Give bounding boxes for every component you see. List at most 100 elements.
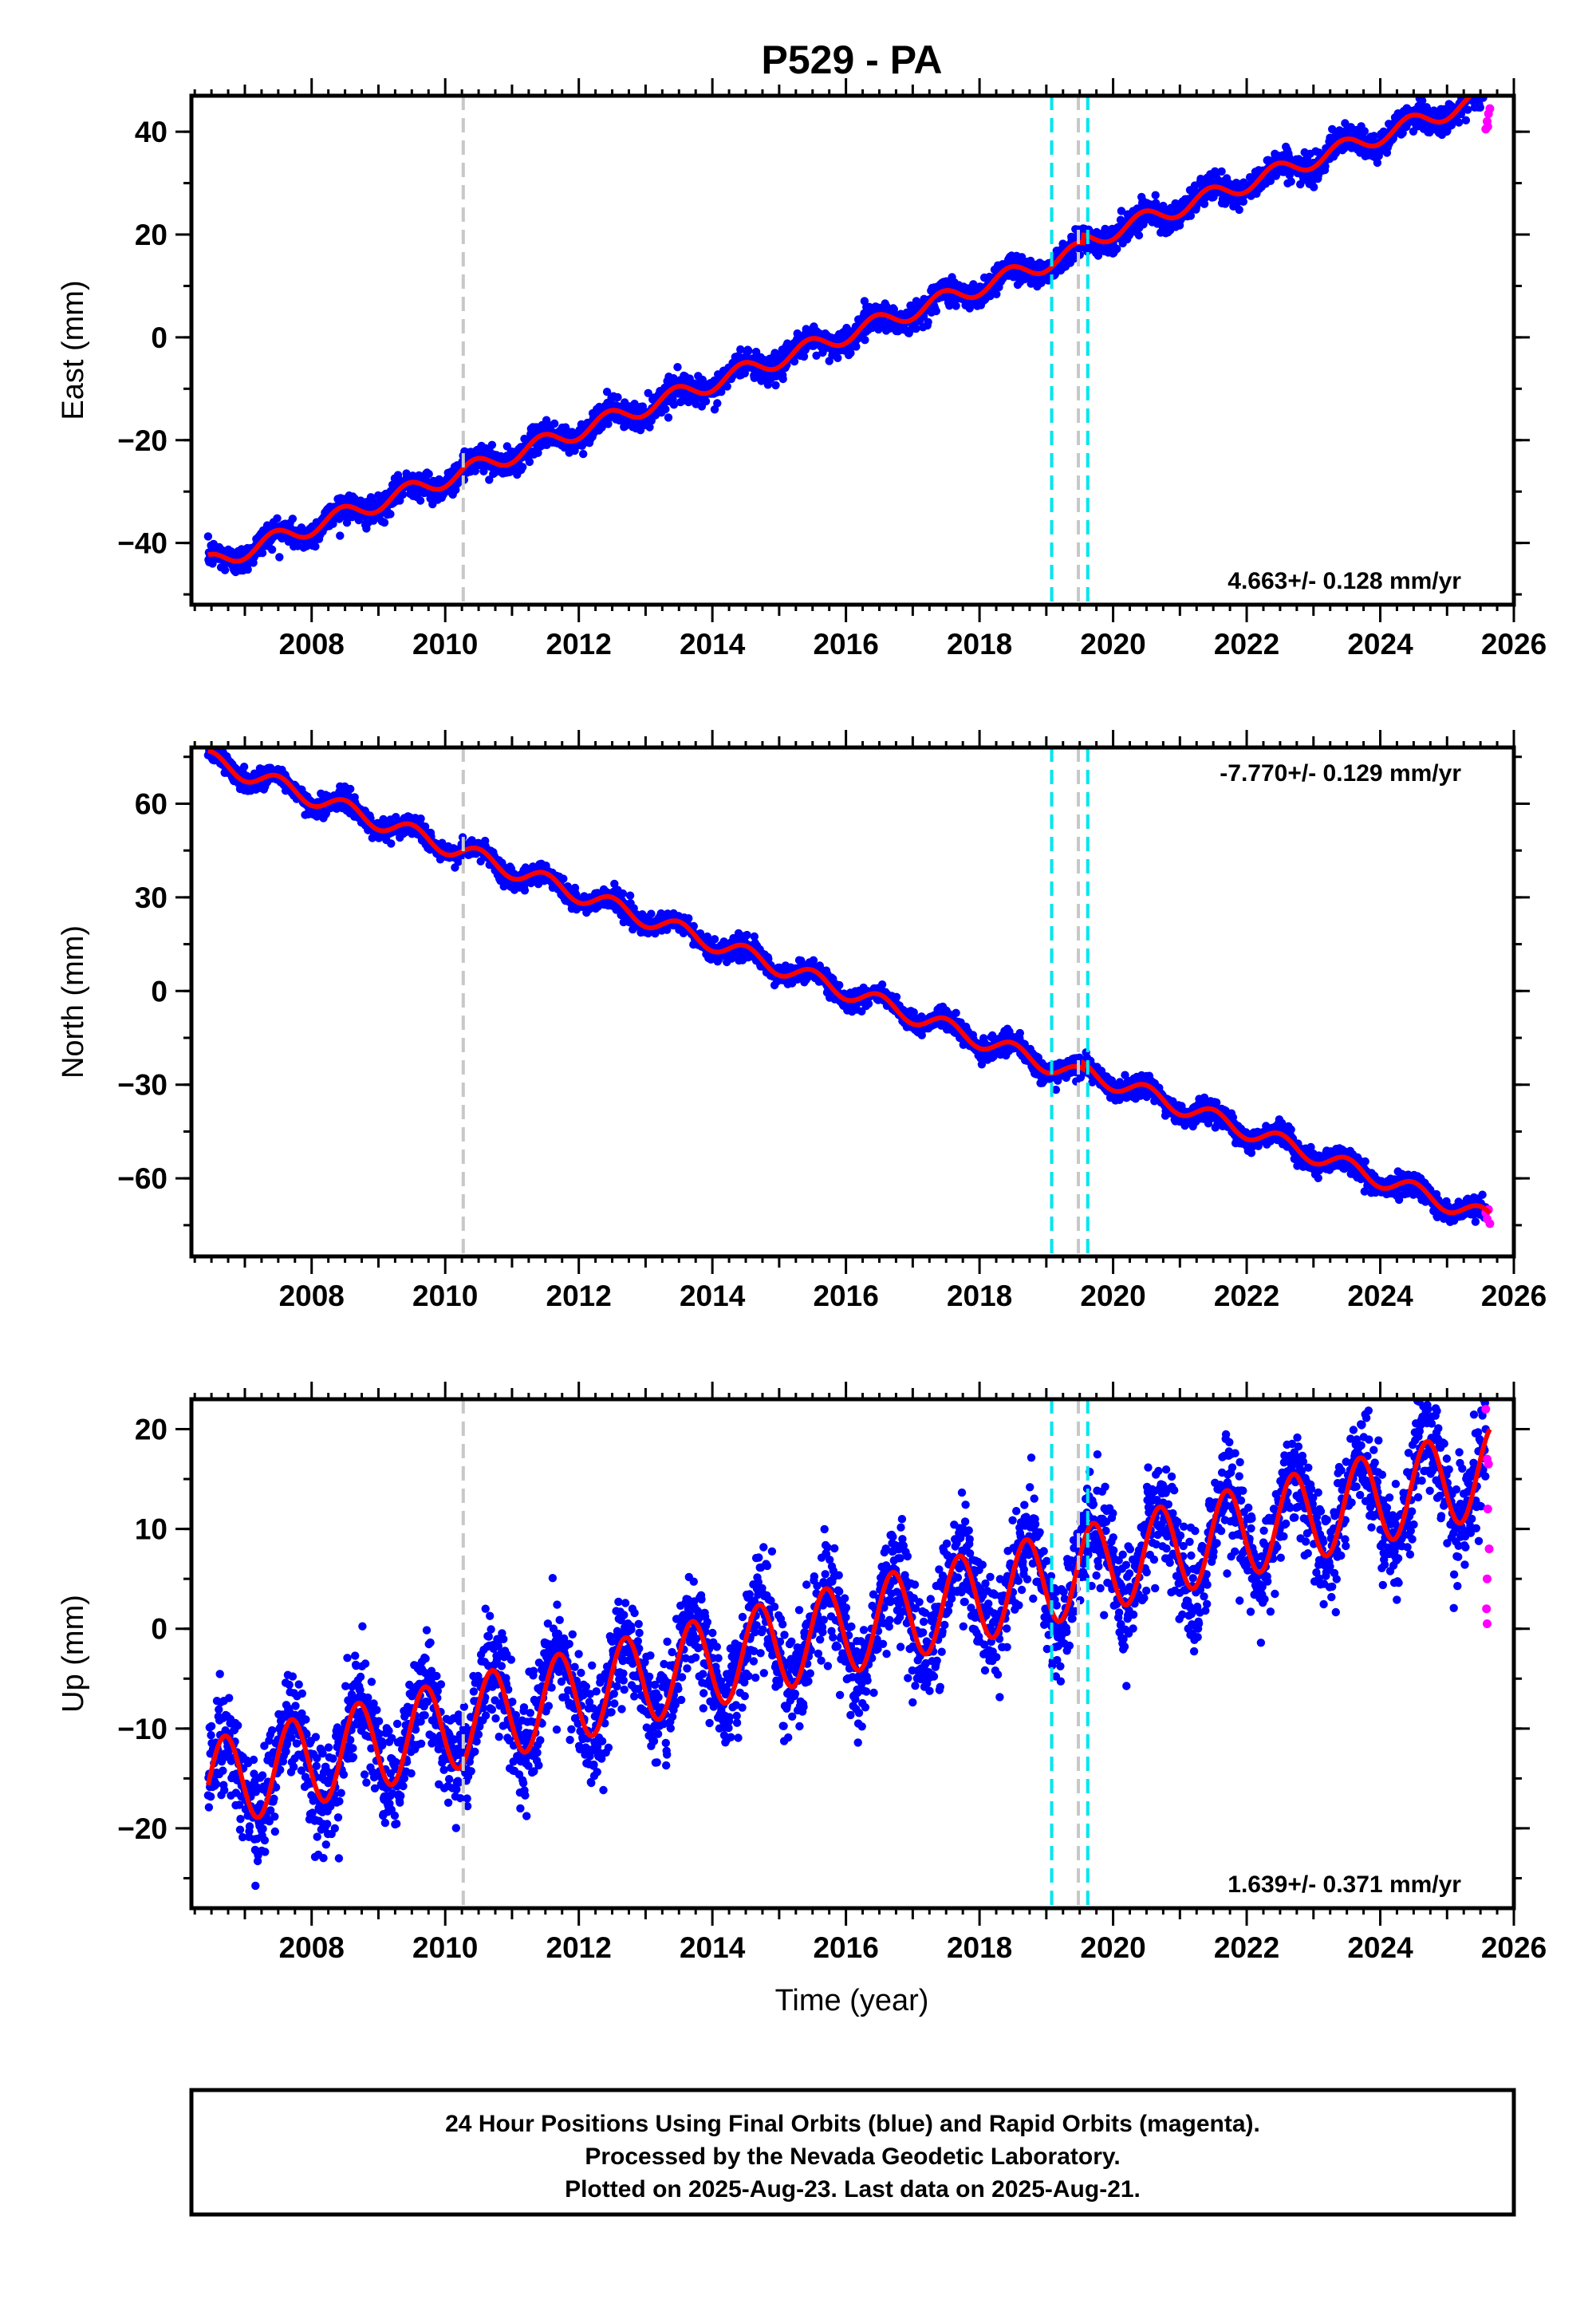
figure-title: P529 - PA xyxy=(762,37,943,82)
data-point xyxy=(550,419,559,428)
data-point xyxy=(288,515,298,523)
data-point xyxy=(701,396,711,406)
data-point xyxy=(1474,80,1482,88)
data-point xyxy=(487,440,497,449)
data-point xyxy=(723,382,731,391)
data-point xyxy=(647,909,656,918)
y-tick-label: −40 xyxy=(117,527,167,560)
data-point xyxy=(579,449,588,459)
data-point xyxy=(932,306,941,316)
data-point xyxy=(799,352,809,361)
y-tick-label: 40 xyxy=(135,116,167,148)
x-tick-label: 2012 xyxy=(546,628,612,661)
data-point xyxy=(669,400,679,409)
data-point xyxy=(1369,132,1378,140)
data-point xyxy=(1217,167,1226,176)
data-point xyxy=(267,545,277,554)
panel-east-points xyxy=(203,71,1495,577)
data-point xyxy=(1472,82,1480,90)
data-point xyxy=(1466,78,1474,86)
data-point xyxy=(713,399,722,408)
data-point xyxy=(518,463,527,471)
y-tick-label: −20 xyxy=(117,424,167,457)
x-tick-label: 2020 xyxy=(1080,628,1145,661)
panels: 2008 2010 2012 2014 2016 2018 2020 2022 2024 2026… xyxy=(57,71,1547,1964)
data-point xyxy=(1454,118,1464,127)
data-point xyxy=(559,874,568,883)
data-point xyxy=(243,565,252,574)
data-point xyxy=(924,317,932,326)
data-point xyxy=(273,514,282,523)
panel-east: 2008 2010 2012 2014 2016 2018 2020 2022 2024 2026… xyxy=(57,71,1547,661)
data-point xyxy=(618,889,628,898)
data-point xyxy=(846,349,855,357)
x-tick-label: 2010 xyxy=(412,628,478,661)
x-tick-label: 2014 xyxy=(680,628,746,661)
data-point xyxy=(710,405,719,414)
data-point xyxy=(770,349,779,357)
data-point xyxy=(664,413,673,422)
data-point xyxy=(861,336,869,345)
data-point xyxy=(485,475,494,484)
x-tick-label: 2018 xyxy=(947,628,1012,661)
y-tick-label: 0 xyxy=(151,321,167,354)
data-point xyxy=(1151,191,1160,199)
data-point xyxy=(912,324,920,333)
data-point xyxy=(673,363,682,372)
data-point xyxy=(342,519,352,527)
data-point xyxy=(1477,82,1485,90)
data-point xyxy=(1473,71,1481,79)
data-point xyxy=(275,553,284,562)
data-point xyxy=(227,547,236,556)
panel-north: 2008 2010 2012 2014 2016 2018 2020 2022 2024 2026… xyxy=(57,730,1547,1312)
data-point xyxy=(602,388,612,396)
data-point xyxy=(387,839,396,848)
rate-label: 4.663+/- 0.128 mm/yr xyxy=(1228,568,1461,594)
data-point xyxy=(1476,103,1485,112)
data-point xyxy=(778,374,787,384)
data-point xyxy=(852,342,861,351)
data-point xyxy=(812,351,821,360)
data-point xyxy=(534,448,542,457)
x-tick-label: 2024 xyxy=(1347,628,1413,661)
data-point xyxy=(1287,177,1295,186)
data-point xyxy=(424,470,433,479)
data-point xyxy=(952,302,960,310)
data-point xyxy=(645,423,654,432)
data-point xyxy=(992,290,1001,298)
data-point xyxy=(1360,127,1369,136)
data-point xyxy=(1461,116,1471,124)
data-point xyxy=(1468,83,1476,91)
data-point xyxy=(1479,81,1487,89)
data-point xyxy=(386,510,395,519)
data-point xyxy=(203,532,213,541)
data-point xyxy=(717,388,726,396)
data-point xyxy=(1373,158,1382,168)
data-point xyxy=(661,404,670,414)
data-point xyxy=(220,566,230,574)
data-point xyxy=(1469,73,1477,81)
rapid-data-point xyxy=(1483,122,1492,132)
data-point xyxy=(833,353,842,362)
data-point xyxy=(625,891,635,900)
data-point xyxy=(736,345,745,354)
data-point xyxy=(1481,84,1489,92)
data-point xyxy=(525,457,534,467)
data-point xyxy=(258,549,267,558)
data-point xyxy=(1310,183,1318,191)
x-tick-label: 2008 xyxy=(279,628,345,661)
y-tick-label: 20 xyxy=(135,219,167,251)
data-point xyxy=(479,467,488,475)
data-point xyxy=(644,388,652,397)
data-point xyxy=(416,496,425,505)
data-point xyxy=(1134,231,1144,240)
data-point xyxy=(1235,205,1243,215)
rapid-data-point xyxy=(1485,104,1495,113)
data-point xyxy=(771,381,780,390)
x-tick-label: 2016 xyxy=(813,628,878,661)
y-axis-label: East (mm) xyxy=(57,280,90,420)
data-point xyxy=(380,518,389,527)
data-point xyxy=(311,542,320,551)
data-point xyxy=(471,467,479,475)
